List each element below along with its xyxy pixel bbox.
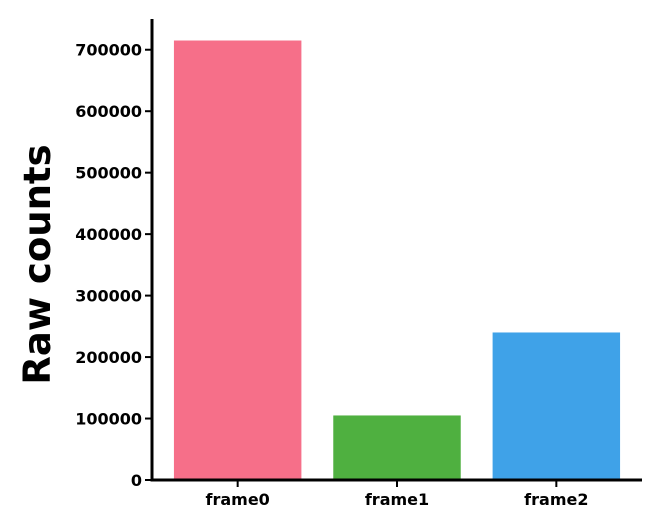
y-tick-label: 600000 <box>75 102 142 121</box>
y-tick-label: 700000 <box>75 41 142 60</box>
bar-frame0 <box>173 40 302 480</box>
bar-frame1 <box>333 415 461 480</box>
bars-layer <box>173 40 621 480</box>
x-tick-label-frame2: frame2 <box>524 490 588 509</box>
y-tick-label: 400000 <box>75 225 142 244</box>
y-tick-label: 0 <box>131 471 142 490</box>
y-tick-label: 500000 <box>75 164 142 183</box>
bar-frame2 <box>492 332 621 480</box>
x-axis-ticks: frame0 frame1 frame2 <box>206 480 588 509</box>
y-axis-ticks: 0 100000 200000 300000 400000 500000 600000 700… <box>75 41 152 490</box>
y-tick-label: 300000 <box>75 287 142 306</box>
y-tick-label: 200000 <box>75 348 142 367</box>
y-tick-label: 100000 <box>75 410 142 429</box>
x-tick-label-frame0: frame0 <box>206 490 270 509</box>
x-tick-label-frame1: frame1 <box>365 490 429 509</box>
y-axis-title: Raw counts <box>16 144 59 384</box>
